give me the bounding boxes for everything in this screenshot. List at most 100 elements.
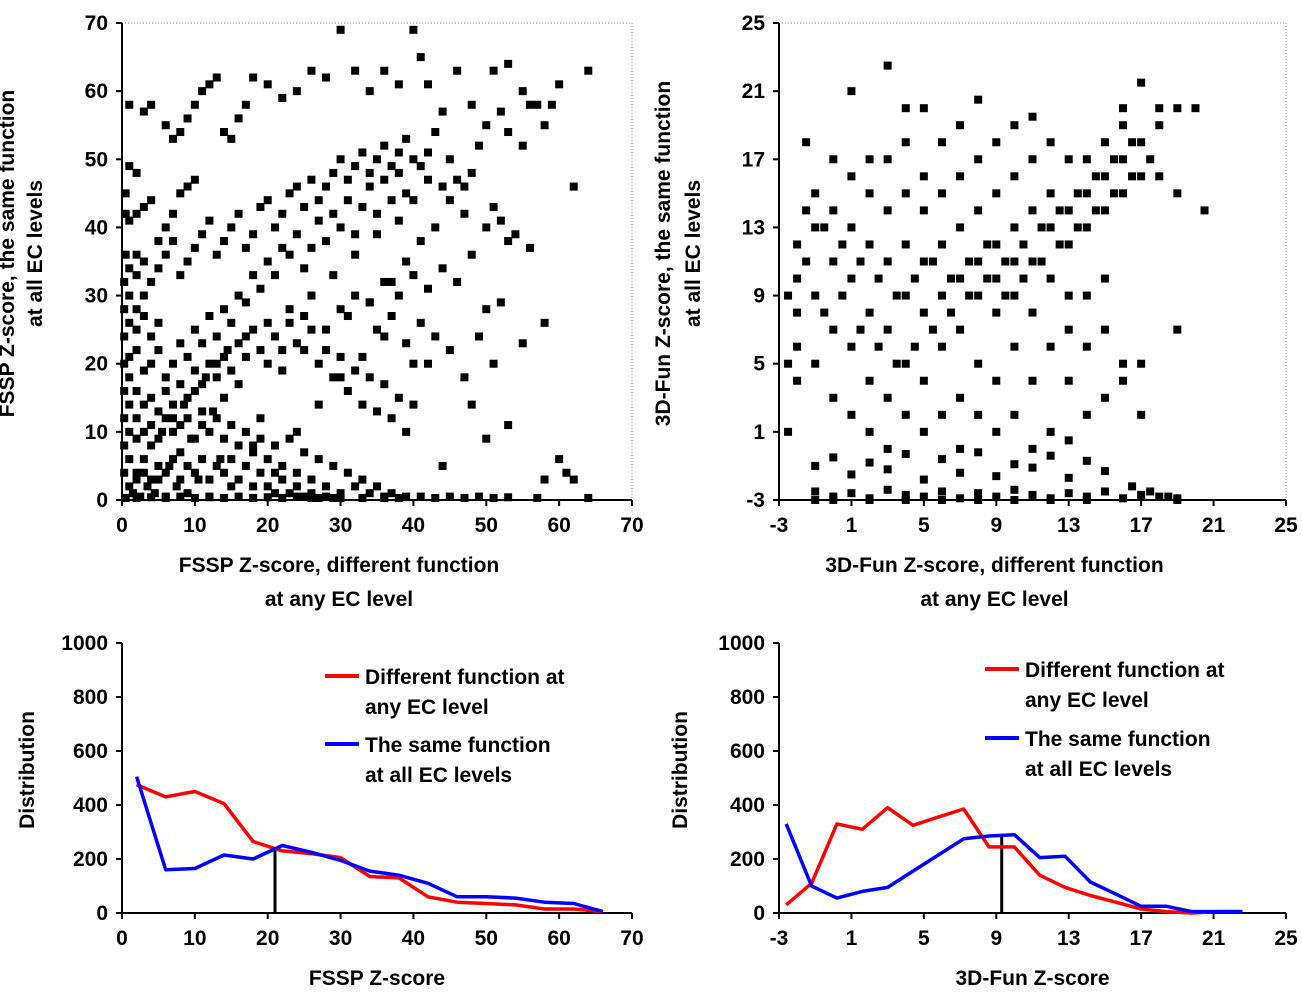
scatter-point <box>1119 376 1128 385</box>
scatter-point <box>793 308 802 317</box>
scatter-point <box>322 73 330 82</box>
scatter-point <box>901 410 910 419</box>
x-tick-label: 40 <box>402 514 425 537</box>
scatter-point <box>569 182 578 191</box>
x-tick-label: 1 <box>846 514 858 537</box>
scatter-point <box>314 455 323 464</box>
scatter-point <box>489 66 498 75</box>
scatter-point <box>190 175 199 184</box>
scatter-point <box>132 250 141 259</box>
scatter-point <box>241 298 250 307</box>
scatter-point <box>1055 240 1064 249</box>
scatter-point <box>147 421 156 430</box>
x-tick-label: 13 <box>1057 927 1080 950</box>
scatter-point <box>394 168 403 177</box>
x-tick-label: 60 <box>547 514 570 537</box>
scatter-point <box>1046 274 1055 283</box>
scatter-point <box>555 455 564 464</box>
scatter-point <box>227 482 236 491</box>
x-tick-label: 5 <box>918 927 930 950</box>
scatter-point <box>901 104 910 113</box>
scatter-point <box>847 489 856 498</box>
x-tick-label: 21 <box>1202 514 1226 537</box>
x-tick-label: 0 <box>116 514 128 537</box>
y-tick-label: 400 <box>73 794 108 817</box>
scatter-point <box>227 318 236 327</box>
legend-label: The same function <box>1025 728 1211 751</box>
scatter-point <box>460 373 469 382</box>
x-tick-label: -3 <box>770 927 789 950</box>
y-axis-label: Distribution <box>669 711 692 829</box>
scatter-point <box>336 25 345 34</box>
scatter-point <box>555 80 564 89</box>
scatter-point <box>811 461 820 470</box>
scatter-point <box>121 209 130 218</box>
scatter-point <box>365 182 374 191</box>
scatter-point <box>263 493 272 502</box>
scatter-point <box>460 493 469 502</box>
scatter-point <box>278 366 287 375</box>
scatter-point <box>956 494 965 503</box>
scatter-point <box>892 359 901 368</box>
scatter-point <box>1100 172 1109 181</box>
scatter-point <box>307 489 316 498</box>
scatter-point <box>409 271 418 280</box>
scatter-point <box>919 492 928 501</box>
scatter-point <box>438 182 447 191</box>
scatter-point <box>198 380 207 389</box>
scatter-point <box>194 475 203 484</box>
scatter-point <box>373 209 381 218</box>
scatter-point <box>205 427 214 436</box>
scatter-point <box>445 492 454 501</box>
scatter-point <box>169 455 177 464</box>
scatter-point <box>176 475 185 484</box>
scatter-point <box>526 243 534 252</box>
scatter-point <box>1173 496 1182 504</box>
scatter-point <box>343 468 352 477</box>
scatter-point <box>1064 489 1073 498</box>
scatter-point <box>132 475 141 484</box>
x-tick-label: 10 <box>183 514 206 537</box>
scatter-point <box>992 492 1001 501</box>
scatter-point <box>322 237 330 246</box>
scatter-point <box>373 325 381 334</box>
scatter-point <box>1064 155 1073 164</box>
scatter-point <box>271 223 279 232</box>
scatter-point <box>241 243 250 252</box>
scatter-point <box>249 482 258 491</box>
scatter-point <box>1091 206 1100 215</box>
scatter-point <box>829 325 838 334</box>
scatter-point <box>351 230 360 239</box>
scatter-point <box>161 468 170 477</box>
scatter-point <box>216 455 225 464</box>
scatter-point <box>220 305 228 314</box>
scatter-point <box>121 493 130 502</box>
scatter-point <box>424 175 432 184</box>
scatter-point <box>139 312 148 321</box>
scatter-point <box>263 455 272 464</box>
scatter-points <box>120 25 593 502</box>
scatter-point <box>120 414 129 423</box>
scatter-point <box>336 352 345 361</box>
scatter-point <box>322 346 330 355</box>
scatter-point <box>169 427 177 436</box>
scatter-point <box>1010 342 1019 351</box>
scatter-point <box>234 291 243 300</box>
scatter-point <box>892 291 901 300</box>
scatter-point <box>883 325 892 334</box>
scatter-point <box>1100 467 1109 476</box>
scatter-point <box>120 332 129 341</box>
scatter-point <box>919 172 928 181</box>
scatter-point <box>1082 410 1091 419</box>
scatter-point <box>928 325 937 334</box>
scatter-point <box>147 277 156 286</box>
scatter-point <box>838 291 847 300</box>
scatter-point <box>351 250 360 259</box>
scatter-point <box>910 274 919 283</box>
scatter-point <box>314 216 323 225</box>
scatter-point <box>190 434 199 443</box>
scatter-point <box>132 305 141 314</box>
scatter-point <box>380 66 389 75</box>
scatter-point <box>176 492 185 501</box>
scatter-point <box>278 93 287 102</box>
